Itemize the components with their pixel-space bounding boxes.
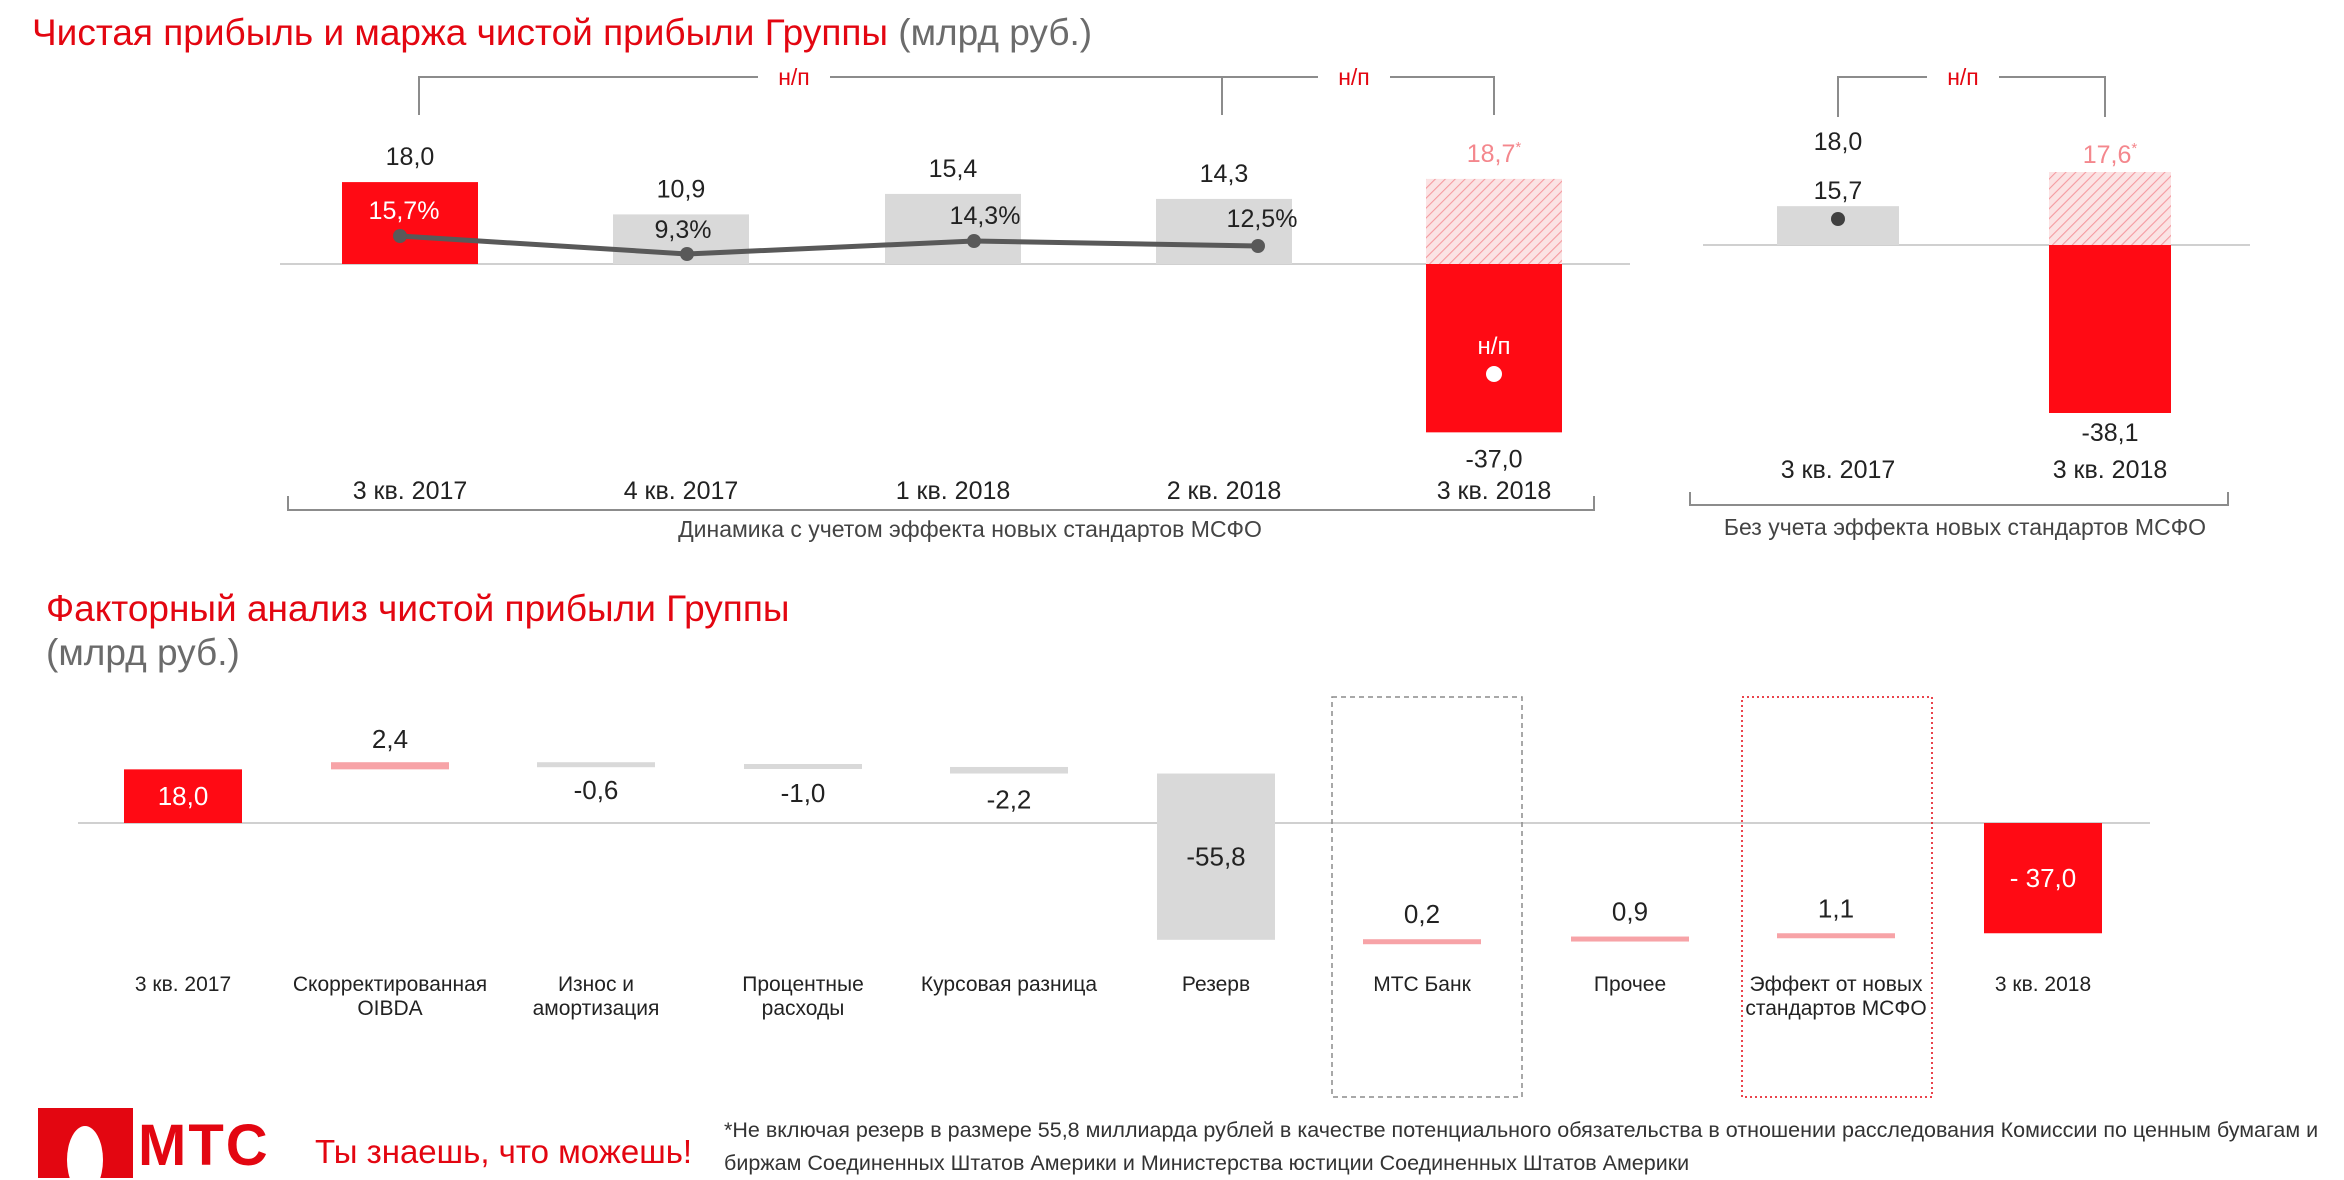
margin-point-1 [680, 247, 694, 261]
margin-label-3: 12,5% [1227, 205, 1298, 233]
group-bracket-2 [1689, 492, 2229, 506]
bar-excl-reserve-4 [1426, 178, 1562, 264]
waterfall-bar-7 [1571, 936, 1689, 942]
waterfall-bar-0 [124, 769, 242, 823]
bar-3 [1156, 198, 1292, 264]
margin2-label-0: 15,7 [1814, 177, 1863, 205]
waterfall-category-6-0: МТС Банк [1373, 973, 1471, 996]
waterfall-value-1: 2,4 [372, 724, 408, 754]
highlight-box-ifrs [1741, 696, 1933, 1098]
waterfall-bar-9 [1984, 823, 2102, 934]
waterfall-value-7: 0,9 [1612, 897, 1648, 927]
waterfall-category-4-0: Курсовая разница [921, 973, 1098, 996]
bar-2 [885, 193, 1021, 264]
footnote: *Не включая резерв в размере 55,8 миллиа… [724, 1118, 2319, 1175]
waterfall-bar-5 [1157, 773, 1275, 940]
margin-label-2: 14,3% [950, 202, 1021, 230]
waterfall-category-3-0: Процентные [742, 973, 864, 996]
waterfall-value-8: 1,1 [1818, 893, 1854, 923]
waterfall-category-7-0: Прочее [1594, 973, 1666, 996]
net-profit-chart-excl-ifrs: 18,0 15,7 3 кв. 2017 17,6* -38,1 3 кв. 2018 Бе… [1689, 59, 2250, 540]
waterfall-bar-8 [1777, 933, 1895, 939]
waterfall-bar-1 [331, 762, 449, 770]
waterfall-value-3: -1,0 [781, 778, 826, 808]
margin-label-1: 9,3% [655, 216, 712, 244]
growth2-bracket-0-label: н/п [1947, 64, 1979, 90]
margin-point-4 [1486, 366, 1502, 382]
value-label-2: 15,4 [929, 155, 978, 183]
margin-label-4: н/п [1478, 333, 1511, 360]
category2-label-0: 3 кв. 2017 [1781, 456, 1896, 484]
net-profit-title-main: Чистая прибыль и маржа чистой прибыли Гр… [32, 12, 889, 53]
waterfall-value-4: -2,2 [987, 785, 1032, 815]
waterfall-value-9: - 37,0 [2010, 863, 2077, 893]
margin-label-0: 15,7% [369, 197, 440, 225]
highlight-box-mts-bank [1331, 696, 1523, 1098]
waterfall-category-3-1: расходы [762, 997, 845, 1020]
factor-analysis-unit: (млрд руб.) [46, 632, 240, 673]
excl-reserve2-label-1: 17,6* [2083, 140, 2138, 169]
waterfall-bar-4 [950, 766, 1068, 774]
margin-point-3 [1251, 239, 1265, 253]
growth-bracket-0-label-bg [758, 59, 830, 95]
waterfall-value-2: -0,6 [574, 775, 619, 805]
waterfall-bar-2 [537, 762, 655, 768]
slogan: Ты знаешь, что можешь! [315, 1133, 693, 1170]
value-label-0: 18,0 [386, 143, 435, 171]
value-label-1: 10,9 [657, 175, 706, 203]
category-label-0: 3 кв. 2017 [353, 477, 468, 505]
waterfall-category-2-1: амортизация [533, 997, 660, 1020]
net-profit-title-unit: (млрд руб.) [898, 12, 1093, 53]
mts-logo-icon [38, 1108, 133, 1178]
value2-label-0: 18,0 [1814, 128, 1863, 156]
growth-bracket-1-label-bg [1318, 59, 1390, 95]
waterfall-value-6: 0,2 [1404, 899, 1440, 929]
net-profit-chart: 18,0 10,9 15,4 14,3 18,7* -37,0 н/п 15,7% 9,3% 14… [280, 59, 1630, 542]
waterfall-category-0-0: 3 кв. 2017 [135, 973, 231, 996]
excl-reserve-label-4: 18,7* [1467, 139, 1522, 168]
value-label-4: -37,0 [1466, 445, 1523, 473]
group-label-1: Динамика с учетом эффекта новых стандарт… [678, 516, 1262, 542]
value2-label-1: -38,1 [2082, 419, 2139, 447]
category-label-3: 2 кв. 2018 [1167, 477, 1282, 505]
bar-4 [1426, 264, 1562, 433]
waterfall-category-8-1: стандартов МСФО [1745, 997, 1926, 1020]
margin-point-2 [967, 234, 981, 248]
waterfall-category-1-0: Скорректированная [293, 973, 487, 996]
category-label-1: 4 кв. 2017 [624, 477, 739, 505]
value-label-3: 14,3 [1200, 160, 1249, 188]
net-profit-title: Чистая прибыль и маржа чистой прибыли Гр… [32, 12, 1092, 54]
waterfall-bar-3 [744, 763, 862, 769]
growth-bracket-0-label: н/п [778, 64, 810, 90]
growth2-bracket-0-label-bg [1927, 59, 1999, 95]
waterfall-category-2-0: Износ и [558, 973, 634, 996]
group-bracket-1 [287, 496, 1595, 511]
waterfall-category-9-0: 3 кв. 2018 [1995, 973, 2091, 996]
category-label-4: 3 кв. 2018 [1437, 477, 1552, 505]
waterfall-value-5: -55,8 [1186, 842, 1245, 872]
category2-label-1: 3 кв. 2018 [2053, 456, 2168, 484]
margin-point-0 [393, 229, 407, 243]
waterfall-category-8-0: Эффект от новых [1750, 973, 1923, 996]
growth-bracket-1-line [1222, 76, 1495, 115]
category-label-2: 1 кв. 2018 [896, 477, 1011, 505]
waterfall-category-1-1: OIBDA [357, 997, 422, 1020]
waterfall-category-5-0: Резерв [1182, 973, 1250, 996]
margin2-point-0 [1831, 212, 1845, 226]
waterfall-value-0: 18,0 [158, 781, 209, 811]
margin-line [399, 233, 1259, 257]
waterfall-bar-6 [1363, 939, 1481, 945]
group-label-2: Без учета эффекта новых стандартов МСФО [1724, 514, 2206, 540]
bar2-excl-reserve-1 [2049, 172, 2171, 245]
mts-logo-text: МТС [138, 1113, 270, 1178]
factor-analysis-title: Факторный анализ чистой прибыли Группы [46, 588, 790, 629]
bar2-1 [2049, 245, 2171, 413]
bar-0 [342, 182, 478, 264]
growth-bracket-1-label: н/п [1338, 64, 1370, 90]
